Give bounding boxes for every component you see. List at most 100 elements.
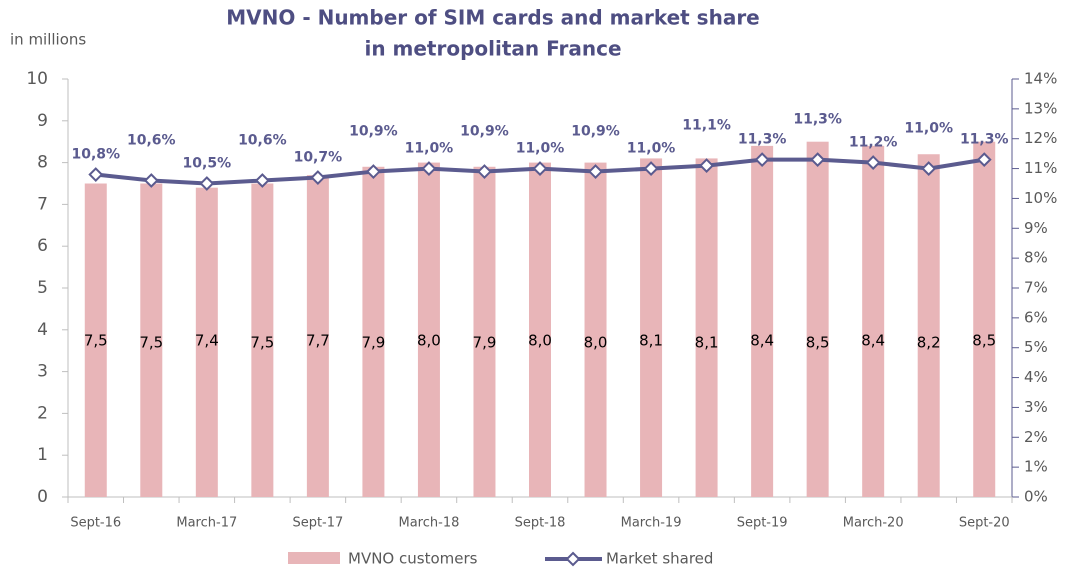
y2-tick-label: 8% [1024, 249, 1048, 267]
bar [362, 166, 385, 497]
x-tick-label: March-19 [621, 516, 682, 531]
y2-tick-label: 11% [1024, 159, 1057, 177]
y2-tick-label: 2% [1024, 428, 1048, 446]
line-label: 11,1% [682, 118, 731, 134]
bar [473, 166, 496, 497]
bar-label: 7,9 [361, 334, 385, 352]
line-label: 11,2% [849, 135, 898, 151]
y-tick-label: 9 [37, 111, 48, 131]
marker [810, 152, 826, 168]
marker [199, 176, 215, 191]
y2-tick-label: 3% [1024, 398, 1048, 416]
y2-tick-label: 5% [1024, 338, 1048, 356]
marker [865, 155, 881, 171]
y-tick-label: 10 [26, 69, 48, 89]
y2-tick-label: 13% [1024, 99, 1057, 117]
marker [88, 167, 104, 182]
y-tick-label: 6 [37, 236, 48, 256]
line-label: 11,3% [738, 132, 787, 148]
y-tick-label: 0 [37, 487, 48, 507]
line-label: 10,5% [183, 156, 232, 172]
bar [751, 145, 774, 497]
marker [643, 161, 659, 176]
x-tick-label: Sept-17 [292, 516, 343, 531]
bar [306, 175, 329, 497]
marker [532, 161, 548, 176]
y2-tick-label: 12% [1024, 129, 1057, 147]
bar [695, 158, 718, 498]
bar [640, 158, 663, 498]
marker [699, 158, 715, 174]
bar-label: 7,5 [84, 332, 108, 350]
chart-title: MVNO - Number of SIM cards and market sh… [226, 6, 760, 30]
marker [477, 164, 492, 179]
y2-tick-label: 14% [1024, 70, 1057, 88]
bar-label: 7,7 [306, 332, 330, 350]
bar-label: 8,4 [750, 332, 774, 350]
bar [195, 187, 218, 497]
bar-label: 8,1 [695, 334, 719, 352]
line-label: 10,8% [71, 147, 120, 163]
bar-label: 8,5 [806, 334, 830, 352]
line-label: 10,6% [238, 133, 287, 149]
y2-tick-label: 9% [1024, 219, 1048, 237]
chart-title: in metropolitan France [364, 37, 621, 61]
y-tick-label: 7 [37, 194, 48, 214]
marker [254, 173, 270, 188]
x-tick-label: March-18 [399, 516, 460, 531]
bar-label: 8,5 [972, 332, 996, 350]
bar [84, 183, 107, 497]
line-label: 11,0% [516, 141, 565, 157]
bar [417, 162, 440, 497]
line-label: 10,9% [571, 124, 620, 140]
marker [754, 152, 770, 168]
line-label: 11,0% [627, 141, 676, 157]
y2-tick-label: 4% [1024, 368, 1048, 386]
bar-label: 8,0 [417, 332, 441, 350]
y-tick-label: 2 [37, 403, 48, 423]
y2-tick-label: 6% [1024, 308, 1048, 326]
legend-swatch [565, 551, 581, 567]
marker [976, 152, 992, 168]
line-label: 10,9% [349, 124, 398, 140]
bar-label: 7,5 [250, 334, 274, 352]
marker [921, 161, 937, 176]
x-tick-label: March-17 [176, 516, 237, 531]
marker [310, 170, 326, 185]
marker [365, 164, 381, 179]
bar [806, 141, 829, 497]
bar-label: 8,1 [639, 332, 663, 350]
bar-label: 7,4 [195, 332, 219, 350]
bar-label: 8,2 [917, 334, 941, 352]
marker [588, 164, 603, 179]
bar-label: 7,5 [139, 334, 163, 352]
y2-tick-label: 1% [1024, 458, 1048, 476]
legend-label: Market shared [606, 550, 713, 568]
line-label: 11,0% [405, 141, 454, 157]
bar-label: 8,0 [528, 332, 552, 350]
y-tick-label: 8 [37, 153, 48, 173]
line-label: 11,3% [960, 132, 1009, 148]
line-label: 10,9% [460, 124, 509, 140]
x-tick-label: Sept-20 [959, 516, 1010, 531]
y-axis-label: in millions [10, 31, 86, 49]
bar-label: 7,9 [473, 334, 497, 352]
marker [143, 173, 159, 188]
x-tick-label: Sept-19 [737, 516, 788, 531]
y-tick-label: 4 [37, 320, 48, 340]
bar [862, 145, 885, 497]
y2-tick-label: 0% [1024, 488, 1048, 506]
bar-label: 8,4 [861, 332, 885, 350]
bar [973, 141, 996, 497]
marker [421, 161, 437, 176]
bar [140, 183, 163, 497]
bar [584, 162, 607, 497]
bar [917, 154, 940, 498]
x-tick-label: Sept-18 [515, 516, 566, 531]
legend-label: MVNO customers [348, 550, 478, 568]
legend-swatch [288, 552, 340, 564]
line-label: 10,7% [294, 150, 343, 166]
bar [251, 183, 274, 497]
y-tick-label: 3 [37, 362, 48, 382]
